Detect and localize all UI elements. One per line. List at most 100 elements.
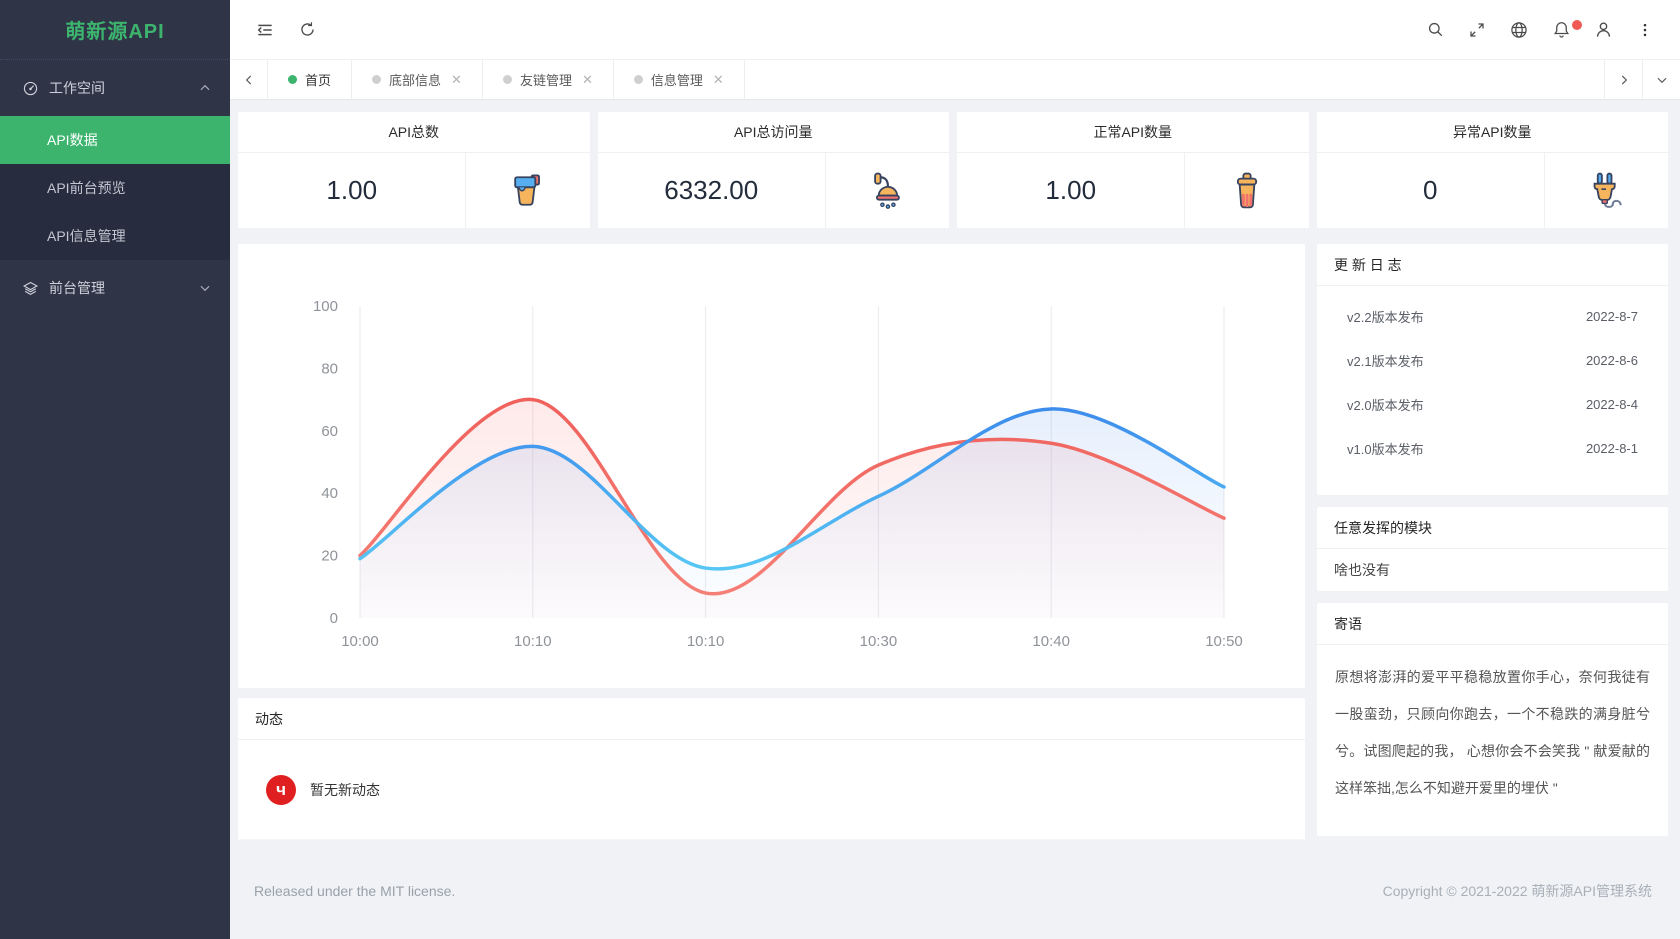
page-footer: Released under the MIT license. Copyrigh… <box>238 843 1668 939</box>
tab-home[interactable]: 首页 <box>268 60 353 99</box>
tabs-scroll-right-button[interactable] <box>1604 60 1642 99</box>
avatar: ч <box>266 774 296 805</box>
sidebar-item-frontend[interactable]: 前台管理 <box>0 266 230 310</box>
more-icon[interactable] <box>1624 0 1666 60</box>
list-item: v2.0版本发布 2022-8-4 <box>1317 382 1668 426</box>
tab-label: 友链管理 <box>519 73 572 88</box>
app-logo: 萌新源API <box>0 0 230 60</box>
sidebar-item-api-info[interactable]: API信息管理 <box>0 212 230 260</box>
log-date: 2022-8-7 <box>1585 308 1638 324</box>
svg-text:10:50: 10:50 <box>1205 633 1243 650</box>
sidebar-item-api-data[interactable]: API数据 <box>0 116 230 164</box>
log-label: v1.0版本发布 <box>1347 441 1424 457</box>
line-chart-canvas: 0 20 40 60 80 100 10:00 10:10 10:10 10:30 10:40 10:… <box>238 248 1305 684</box>
refresh-icon[interactable] <box>286 0 328 60</box>
dashboard-icon <box>22 80 39 97</box>
layers-icon <box>22 280 39 297</box>
stat-card-api-visits: API总访问量 6332.00 <box>597 112 949 228</box>
trash-icon <box>1185 153 1308 228</box>
svg-text:10:10: 10:10 <box>687 633 725 650</box>
sidebar-item-label: API信息管理 <box>47 228 126 244</box>
stat-title: API总访问量 <box>597 112 949 153</box>
chevron-up-icon <box>198 81 212 95</box>
stat-card-api-error: 异常API数量 0 <box>1316 112 1668 228</box>
activity-panel: 动态 ч 暂无新动态 <box>238 698 1305 840</box>
tab-info-manage[interactable]: 信息管理 ✕ <box>614 60 745 99</box>
tab-bar: 首页 底部信息 ✕ 友链管理 ✕ 信息管理 ✕ <box>230 60 1680 100</box>
sidebar-item-workspace[interactable]: 工作空间 <box>0 66 230 110</box>
panel-title: 任意发挥的模块 <box>1317 507 1668 549</box>
paint-bucket-icon <box>466 153 589 228</box>
sidebar-item-label: API数据 <box>47 132 98 148</box>
tab-status-dot <box>288 75 297 84</box>
log-date: 2022-8-4 <box>1585 396 1638 412</box>
log-date: 2022-8-1 <box>1585 440 1638 456</box>
sidebar-item-label: API前台预览 <box>47 180 126 196</box>
sidebar: 萌新源API 工作空间 API数据 API前台预览 <box>0 0 230 939</box>
stat-value: 1.00 <box>238 153 467 228</box>
sidebar-section-label: 工作空间 <box>49 80 105 96</box>
stat-cards: API总数 1.00 API <box>238 112 1668 228</box>
tabs-dropdown-button[interactable] <box>1642 60 1680 99</box>
svg-text:0: 0 <box>330 610 338 627</box>
close-icon[interactable]: ✕ <box>581 71 593 87</box>
sidebar-submenu-workspace: API数据 API前台预览 API信息管理 <box>0 116 230 260</box>
message-body: 原想将澎湃的爱平平稳稳放置你手心，奈何我徒有一股蛮劲，只顾向你跑去，一个不稳跌的… <box>1335 669 1650 796</box>
activity-empty-text: 暂无新动态 <box>310 781 380 798</box>
close-icon[interactable]: ✕ <box>451 71 462 87</box>
list-item: v2.2版本发布 2022-8-7 <box>1317 294 1668 338</box>
message-panel: 寄语 原想将澎湃的爱平平稳稳放置你手心，奈何我徒有一股蛮劲，只顾向你跑去，一个不… <box>1317 603 1668 836</box>
svg-text:100: 100 <box>313 298 338 315</box>
main-area: 首页 底部信息 ✕ 友链管理 ✕ 信息管理 ✕ <box>230 0 1680 939</box>
close-icon[interactable]: ✕ <box>712 71 724 87</box>
stat-title: 正常API数量 <box>957 112 1309 153</box>
svg-text:10:10: 10:10 <box>514 633 552 650</box>
bell-icon[interactable] <box>1540 0 1582 60</box>
tab-footer-info[interactable]: 底部信息 ✕ <box>352 60 483 99</box>
list-item: v2.1版本发布 2022-8-6 <box>1317 338 1668 382</box>
sidebar-menu: 工作空间 API数据 API前台预览 API信息管理 <box>0 60 230 310</box>
free-module-panel: 任意发挥的模块 啥也没有 <box>1317 507 1668 591</box>
shower-icon <box>826 153 949 228</box>
update-log-list: v2.2版本发布 2022-8-7 v2.1版本发布 2022-8-6 v2.0… <box>1317 286 1668 478</box>
menu-fold-icon[interactable] <box>244 0 286 60</box>
stat-card-api-total: API总数 1.00 <box>238 112 590 228</box>
panel-title: 更 新 日 志 <box>1317 244 1668 286</box>
tab-status-dot <box>372 75 382 84</box>
stat-value: 0 <box>1317 153 1545 228</box>
dashboard-row: 0 20 40 60 80 100 10:00 10:10 10:10 10:30 10:40 10:… <box>238 244 1668 840</box>
panel-title: 动态 <box>238 698 1305 740</box>
tab-links-manage[interactable]: 友链管理 ✕ <box>483 60 614 99</box>
list-item: v1.0版本发布 2022-8-1 <box>1317 426 1668 470</box>
log-date: 2022-8-6 <box>1585 352 1638 368</box>
stat-card-api-normal: 正常API数量 1.00 <box>957 112 1309 228</box>
tab-label: 首页 <box>305 73 332 88</box>
page-content: API总数 1.00 API <box>230 100 1680 939</box>
notification-dot <box>1572 19 1582 30</box>
log-label: v2.2版本发布 <box>1347 309 1424 325</box>
svg-text:10:30: 10:30 <box>860 633 898 650</box>
copyright-text: Copyright © 2021-2022 萌新源API管理系统 <box>1382 883 1652 899</box>
tab-list: 首页 底部信息 ✕ 友链管理 ✕ 信息管理 ✕ <box>268 60 1604 99</box>
svg-text:10:00: 10:00 <box>341 633 379 650</box>
license-text: Released under the MIT license. <box>254 883 456 899</box>
globe-icon[interactable] <box>1498 0 1540 60</box>
user-icon[interactable] <box>1582 0 1624 60</box>
tabs-scroll-left-button[interactable] <box>230 60 268 99</box>
top-header <box>230 0 1680 60</box>
fullscreen-icon[interactable] <box>1456 0 1498 60</box>
stat-title: 异常API数量 <box>1316 112 1668 153</box>
free-module-body: 啥也没有 <box>1334 562 1390 578</box>
tab-label: 信息管理 <box>650 73 703 88</box>
tab-status-dot <box>502 75 512 84</box>
stat-title: API总数 <box>238 112 590 153</box>
svg-text:10:40: 10:40 <box>1032 633 1070 650</box>
update-log-panel: 更 新 日 志 v2.2版本发布 2022-8-7 v2.1版本发布 2022-… <box>1317 244 1668 495</box>
svg-text:20: 20 <box>321 548 338 565</box>
search-icon[interactable] <box>1414 0 1456 60</box>
svg-text:60: 60 <box>321 423 338 440</box>
svg-text:40: 40 <box>321 485 338 502</box>
stat-value: 6332.00 <box>598 153 826 228</box>
sidebar-item-api-preview[interactable]: API前台预览 <box>0 164 230 212</box>
